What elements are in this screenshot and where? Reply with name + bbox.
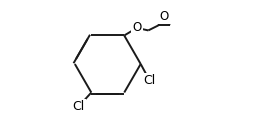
Text: Cl: Cl: [143, 74, 156, 87]
Text: O: O: [132, 21, 141, 34]
Text: O: O: [160, 10, 169, 23]
Text: Cl: Cl: [73, 100, 85, 113]
